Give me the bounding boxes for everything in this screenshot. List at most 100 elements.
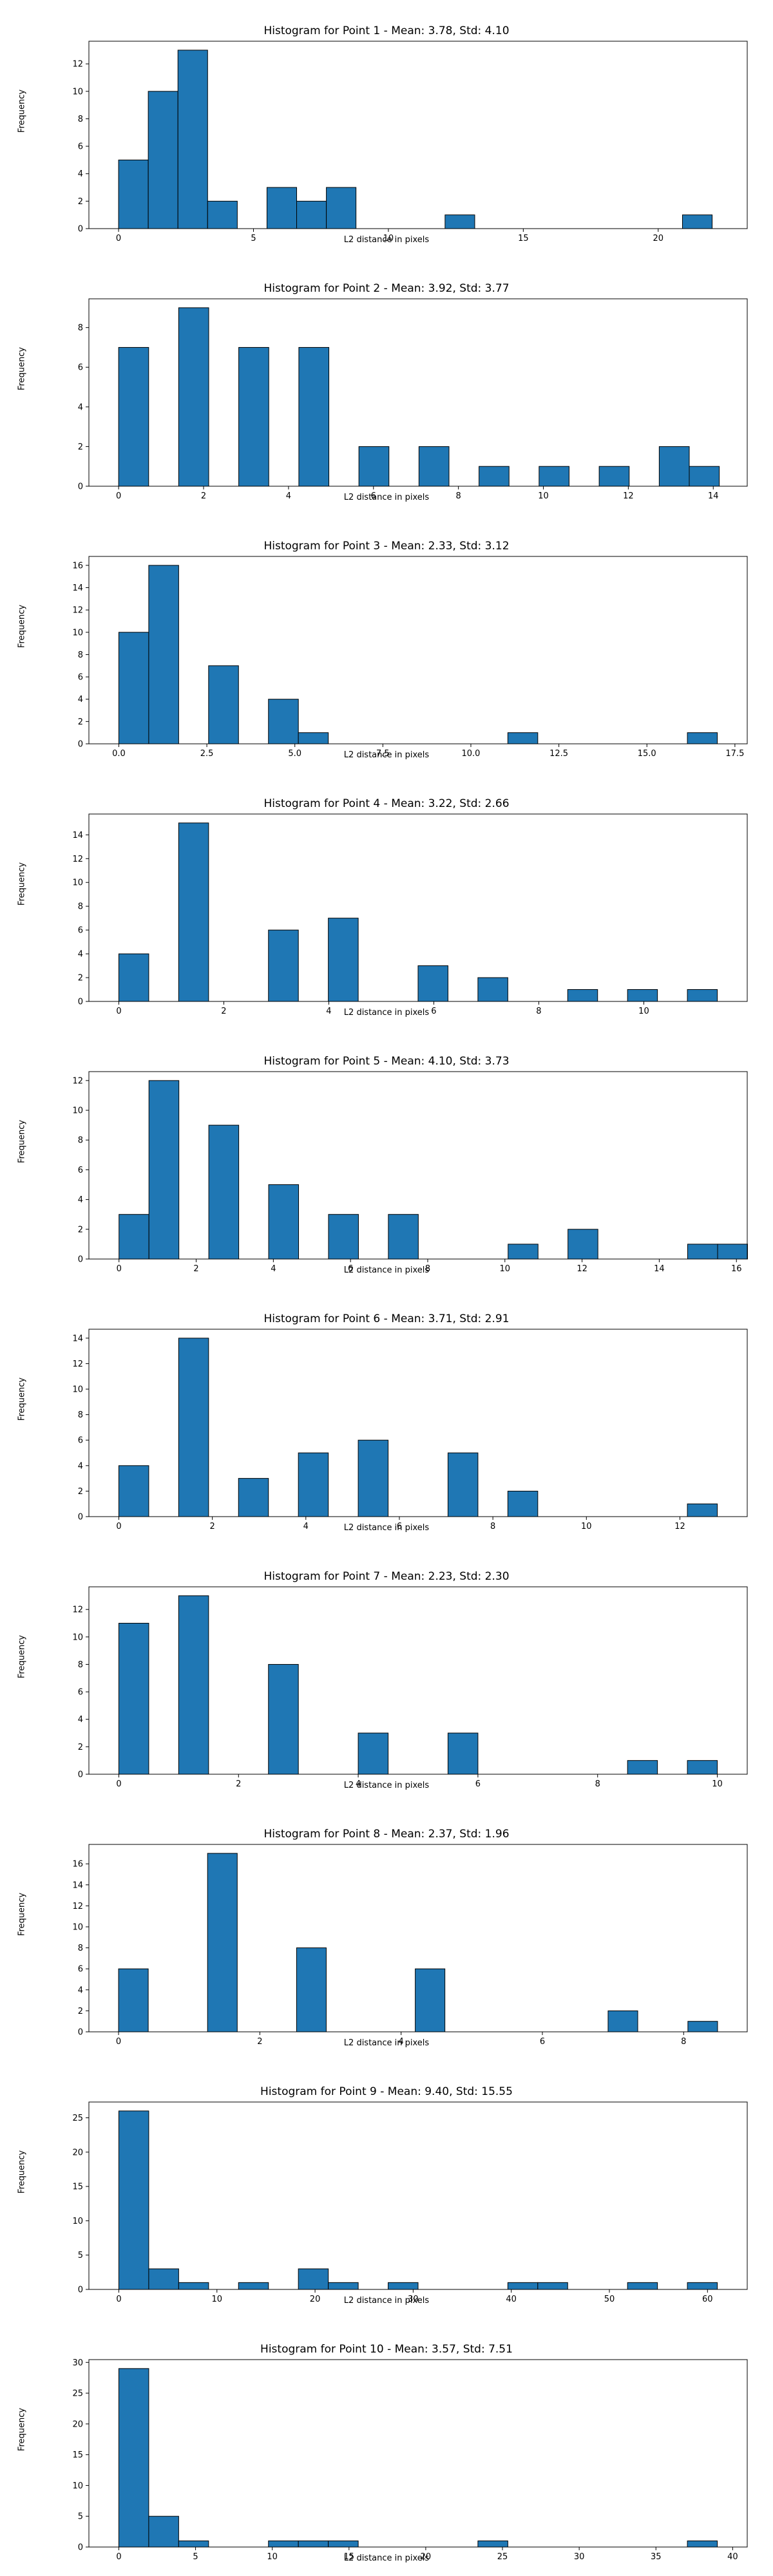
chart-title: Histogram for Point 9 - Mean: 9.40, Std:… (260, 2085, 513, 2098)
y-tick-label: 8 (78, 1660, 83, 1670)
y-tick-label: 8 (78, 1944, 83, 1953)
y-tick-label: 15 (72, 2450, 83, 2460)
histogram-panel-1: 0 5 10 15 20 0 2 4 6 8 10 12 Histogram for Point 1 -… (0, 0, 773, 258)
y-tick-label: 12 (72, 1076, 83, 1086)
y-tick-label: 12 (72, 1902, 83, 1911)
chart-title: Histogram for Point 3 - Mean: 2.33, Std:… (263, 540, 510, 553)
histogram-bar (508, 1244, 539, 1260)
x-tick-label: 12.5 (549, 749, 568, 759)
y-tick-label: 12 (72, 855, 83, 864)
histogram-bar (298, 732, 329, 744)
x-tick-label: 8 (681, 2037, 686, 2047)
x-axis-label: L2 distance in pixels (343, 1781, 430, 1790)
x-tick-label: 5 (251, 234, 256, 243)
histogram-bar (118, 1622, 149, 1775)
y-tick-label: 6 (78, 1965, 83, 1975)
y-tick-label: 12 (72, 606, 83, 616)
x-tick-label: 5.0 (288, 749, 301, 759)
y-axis-label: Frequency (17, 346, 27, 391)
x-tick-label: 10.0 (462, 749, 481, 759)
x-tick-label: 25 (497, 2552, 508, 2562)
x-tick-label: 4 (286, 491, 291, 501)
histogram-bar (607, 2010, 638, 2032)
x-tick-label: 10 (500, 1264, 511, 1274)
y-tick-label: 10 (72, 2217, 83, 2226)
y-axis-label: Frequency (17, 862, 27, 906)
y-tick-label: 2 (78, 197, 83, 207)
y-tick-label: 2 (78, 974, 83, 983)
x-tick-label: 8 (536, 1007, 541, 1016)
axes-frame (88, 1329, 748, 1517)
histogram-bar (328, 2282, 359, 2290)
y-tick-label: 4 (78, 695, 83, 705)
histogram-bar (328, 918, 359, 1002)
chart-title: Histogram for Point 6 - Mean: 3.71, Std:… (263, 1312, 510, 1325)
histogram-panel-5: 0 2 4 6 8 10 12 14 16 0 2 4 6 8 10 12 Histogram for Poin… (0, 1030, 773, 1288)
y-axis-label: Frequency (17, 1634, 27, 1679)
y-tick-label: 25 (72, 2114, 83, 2123)
y-tick-label: 0 (78, 1255, 83, 1265)
x-tick-label: 8 (455, 491, 461, 501)
histogram-bar (148, 565, 179, 744)
histogram-bar (687, 1760, 718, 1775)
x-tick-label: 2 (201, 491, 206, 501)
y-tick-label: 2 (78, 442, 83, 452)
histogram-bar (268, 699, 299, 744)
x-tick-label: 15 (518, 234, 529, 243)
y-axis-label: Frequency (17, 2150, 27, 2194)
histogram-bar (148, 91, 178, 229)
histogram-bar (447, 1732, 479, 1775)
y-tick-label: 20 (72, 2420, 83, 2429)
histogram-bar (415, 1968, 446, 2032)
histogram-bar (268, 929, 299, 1002)
y-tick-label: 4 (78, 1715, 83, 1725)
x-tick-label: 35 (651, 2552, 662, 2562)
histogram-panel-3: 0.0 2.5 5.0 7.5 10.0 12.5 15.0 17.5 0 2 4 6 8 10 12 14 1… (0, 515, 773, 773)
x-tick-label: 2 (236, 1779, 241, 1789)
histogram-bar (358, 446, 390, 487)
y-tick-label: 8 (78, 650, 83, 660)
y-tick-label: 0 (78, 2286, 83, 2295)
y-tick-label: 15 (72, 2183, 83, 2192)
x-axis-label: L2 distance in pixels (343, 750, 430, 760)
x-axis-label: L2 distance in pixels (343, 2553, 430, 2563)
x-tick-label: 4 (399, 2037, 404, 2047)
histogram-bar (208, 665, 239, 744)
x-tick-label: 10 (581, 1522, 592, 1531)
y-tick-label: 14 (72, 831, 83, 840)
histogram-bar (238, 1478, 269, 1517)
histogram-bar (477, 2540, 508, 2548)
x-tick-label: 50 (604, 2295, 615, 2304)
histogram-panel-2: 0 2 4 6 8 10 12 14 0 2 4 6 8 Histogram for Point 2 - … (0, 258, 773, 515)
plot-area: 0 5 10 15 20 25 30 35 40 0 5 10 15 20 25 30 (72, 2358, 748, 2562)
chart-title: Histogram for Point 2 - Mean: 3.92, Std:… (263, 282, 510, 295)
histogram-bar (118, 159, 149, 229)
histogram-bar (687, 989, 718, 1002)
histogram-bar (207, 1853, 238, 2032)
x-tick-label: 14 (654, 1264, 665, 1274)
histogram-bar (658, 446, 690, 487)
histogram-panel-8: 0 2 4 6 8 0 2 4 6 8 10 12 14 16 Histogram for Point 8 … (0, 1803, 773, 2061)
x-tick-label: 20 (310, 2295, 321, 2304)
y-tick-label: 0 (78, 2028, 83, 2038)
x-tick-label: 10 (638, 1007, 649, 1016)
x-axis-label: L2 distance in pixels (343, 2038, 430, 2048)
y-tick-label: 4 (78, 1985, 83, 1995)
plot-area: 0 2 4 6 8 10 12 14 0 2 4 6 8 (78, 298, 748, 501)
x-tick-label: 0 (116, 2552, 121, 2562)
x-tick-label: 8 (425, 1264, 430, 1274)
y-tick-label: 8 (78, 323, 83, 333)
y-tick-label: 16 (72, 1860, 83, 1870)
x-axis-label: L2 distance in pixels (343, 2296, 430, 2306)
histogram-panel-9: 0 10 20 30 40 50 60 0 5 10 15 20 25 Histogram for Poi… (0, 2061, 773, 2318)
x-tick-label: 4 (356, 1779, 361, 1789)
axes-frame (88, 1586, 748, 1775)
x-tick-label: 6 (397, 1522, 402, 1531)
histogram-bar (537, 2282, 568, 2290)
y-tick-label: 10 (72, 1106, 83, 1116)
x-tick-label: 4 (326, 1007, 331, 1016)
histogram-bar (118, 1465, 149, 1517)
histogram-bar (539, 466, 569, 487)
y-tick-label: 0 (78, 2543, 83, 2553)
x-tick-label: 10 (712, 1779, 723, 1789)
